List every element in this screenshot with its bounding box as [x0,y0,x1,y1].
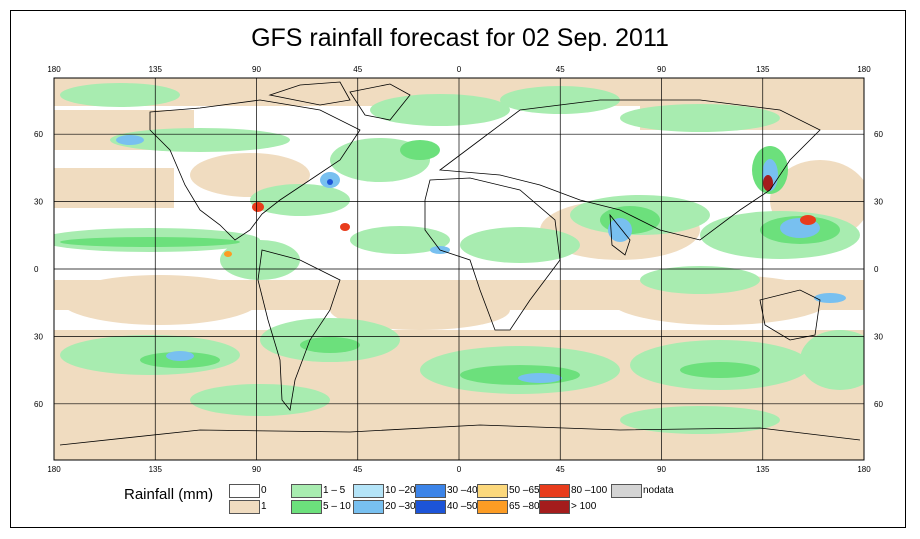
lat-tick-left: 0 [34,265,39,274]
legend-swatch [353,500,384,514]
legend-swatch [539,500,570,514]
legend-swatch [415,500,446,514]
lon-tick-bottom: 180 [47,465,61,474]
legend-swatch [477,484,508,498]
lon-tick-top: 45 [556,65,565,74]
legend-label: 20 –30 [385,501,416,512]
lon-tick-top: 135 [756,65,770,74]
lon-tick-bottom: 135 [756,465,770,474]
legend-swatch [291,500,322,514]
lat-tick-right: 60 [874,130,883,139]
legend-label: 1 [261,501,267,512]
lon-tick-bottom: 45 [353,465,362,474]
legend-label: nodata [643,485,674,496]
lon-tick-top: 135 [149,65,163,74]
legend-label: 50 –65 [509,485,540,496]
lon-tick-bottom: 0 [457,465,462,474]
legend-label: > 100 [571,501,597,512]
lon-tick-bottom: 45 [556,465,565,474]
map-border [53,77,865,461]
graticule [54,78,864,460]
tick-labels: 180 180 135 135 90 90 45 45 0 0 45 45 90 90 135 135 180 1… [34,65,883,474]
legend-swatch [229,484,260,498]
figure-frame [10,10,906,528]
lat-tick-left: 30 [34,198,43,207]
lon-tick-bottom: 90 [252,465,261,474]
legend-swatch [229,500,260,514]
legend-label: 65 –80 [509,501,540,512]
lat-tick-right: 0 [874,265,879,274]
legend-label: 5 – 10 [323,501,351,512]
legend-label: 10 –20 [385,485,416,496]
lon-tick-top: 180 [47,65,61,74]
map-title: GFS rainfall forecast for 02 Sep. 2011 [251,24,669,52]
lat-tick-right: 30 [874,332,883,341]
lat-tick-left: 30 [34,332,43,341]
lat-tick-right: 60 [874,400,883,409]
legend-swatch [611,484,642,498]
legend-label: 40 –50 [447,501,478,512]
legend-label: 0 [261,485,267,496]
lon-tick-bottom: 135 [149,465,163,474]
legend-label: 80 –100 [571,485,608,496]
lon-tick-top: 90 [252,65,261,74]
lon-tick-top: 90 [657,65,666,74]
lon-tick-bottom: 90 [657,465,666,474]
legend-swatch [415,484,446,498]
lon-tick-top: 0 [457,65,462,74]
lon-tick-top: 180 [857,65,871,74]
lat-tick-left: 60 [34,400,43,409]
lon-tick-top: 45 [353,65,362,74]
legend-swatch [539,484,570,498]
legend-label: 1 – 5 [323,485,346,496]
legend-swatch [353,484,384,498]
legend-label: 30 –40 [447,485,478,496]
legend-swatch [291,484,322,498]
lat-tick-right: 30 [874,198,883,207]
coastlines [59,81,861,446]
legend-swatch [477,500,508,514]
legend-title: Rainfall (mm) [124,486,214,503]
lon-tick-bottom: 180 [857,465,871,474]
lat-tick-left: 60 [34,130,43,139]
